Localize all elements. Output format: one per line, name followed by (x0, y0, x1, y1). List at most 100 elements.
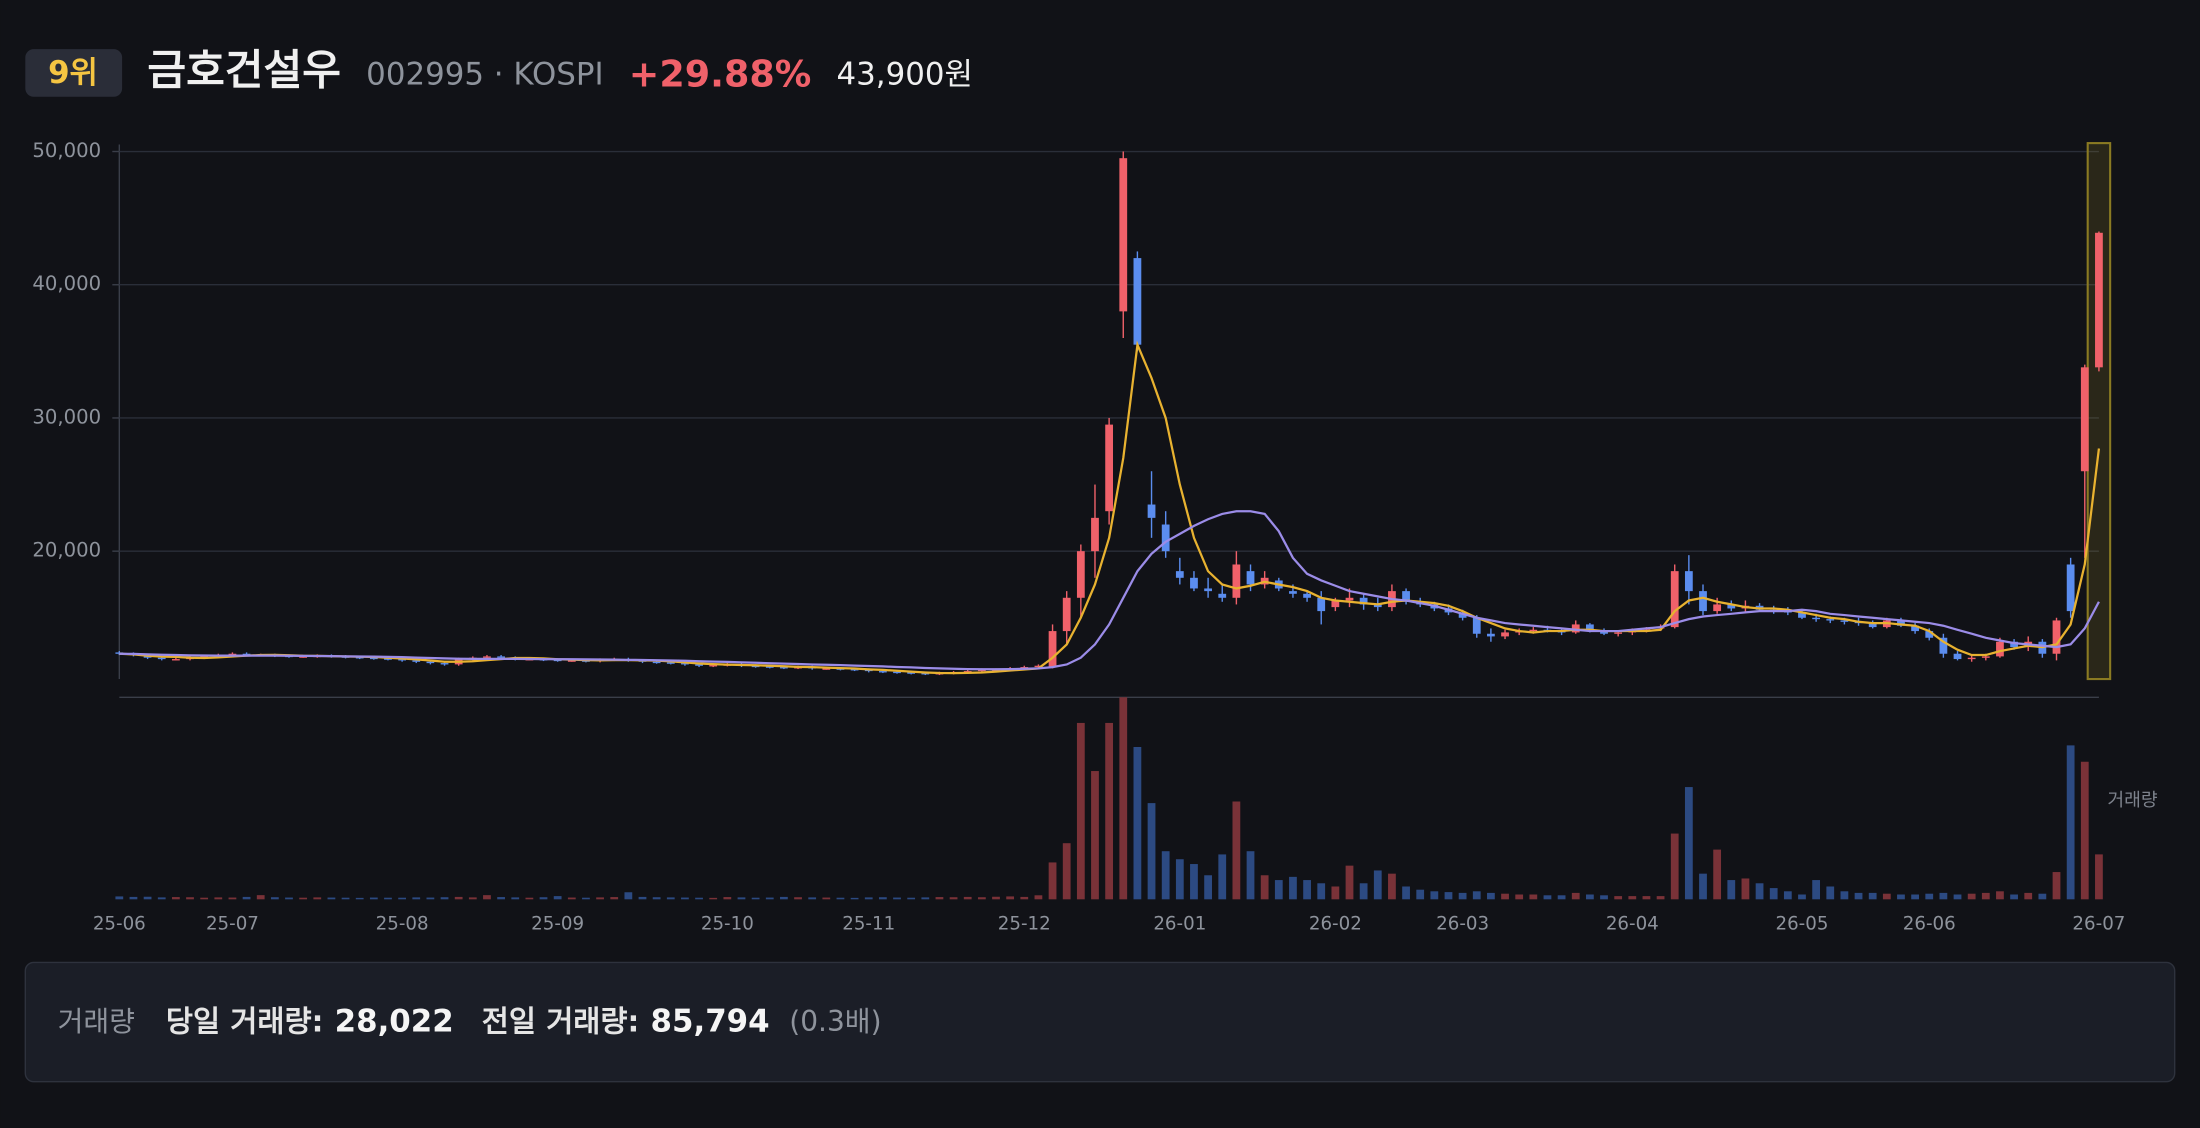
volume-bar (1996, 891, 2004, 900)
candle-body (384, 658, 392, 660)
volume-bar (1543, 895, 1552, 900)
candle-body (1897, 620, 1905, 626)
volume-bar (1218, 854, 1227, 900)
volume-bar (454, 896, 463, 900)
volume-bar (171, 897, 180, 900)
candle-body (242, 653, 251, 656)
volume-bar (256, 895, 265, 900)
volume-bar (1571, 892, 1580, 900)
x-tick-label: 25-07 (206, 914, 259, 935)
candle-body (1487, 633, 1495, 637)
x-tick-label: 25-06 (93, 914, 146, 935)
volume-bar (2095, 854, 2103, 900)
candle-body (1218, 593, 1227, 598)
volume-bar (497, 897, 505, 900)
candle-body (2052, 620, 2061, 654)
volume-bar (1713, 849, 1722, 900)
candle-body (1585, 624, 1594, 632)
candle-body (1373, 604, 1382, 608)
volume-bar (1472, 891, 1481, 900)
volume-bar (1373, 870, 1382, 900)
rank-badge (25, 49, 123, 97)
candle-body (426, 661, 435, 664)
volume-bar (2066, 745, 2075, 900)
volume-bar (610, 897, 619, 900)
candle-body (977, 669, 986, 672)
volume-bar (907, 897, 916, 900)
volume-bar (1062, 843, 1071, 900)
candle-body (2080, 367, 2089, 472)
volume-bar (553, 896, 562, 900)
candle-body (1246, 571, 1255, 585)
volume-bar (1783, 891, 1792, 900)
stock-name: 금호건설우 (147, 45, 341, 94)
volume-bar (1105, 722, 1114, 900)
volume-bar (1741, 878, 1750, 900)
x-tick-label: 26-07 (2072, 914, 2125, 935)
volume-bar (794, 897, 802, 900)
candle-body (1062, 597, 1071, 632)
volume-bar (1953, 894, 1962, 900)
volume-bar (483, 895, 491, 900)
candle-body (1529, 629, 1538, 632)
x-tick-label: 26-01 (1153, 914, 1206, 935)
volume-bar (1699, 873, 1707, 900)
candle-body (1289, 591, 1297, 594)
volume-bar (242, 896, 251, 900)
volume-bar (1048, 862, 1057, 900)
volume-bar (214, 897, 223, 900)
x-tick-label: 26-02 (1309, 914, 1362, 935)
candle-body (1133, 258, 1142, 345)
candle-body (992, 669, 1000, 672)
candle-body (1317, 597, 1326, 612)
volume-bar (2080, 761, 2089, 900)
volume-bar (1501, 893, 1509, 900)
volume-bar (1345, 865, 1354, 900)
volume-bar (1812, 880, 1821, 900)
candle-body (1076, 551, 1085, 598)
candle-body (751, 665, 760, 668)
volume-bar (398, 897, 407, 900)
volume-bar (963, 896, 972, 900)
candle-body (1147, 504, 1156, 518)
candle-body (1232, 564, 1241, 598)
candle-body (893, 671, 901, 674)
y-tick-label: 20,000 (32, 539, 101, 562)
volume-bar (1487, 892, 1495, 900)
volume-bar (1670, 833, 1679, 900)
volume-bar (864, 897, 873, 900)
candle-body (299, 656, 308, 658)
volume-bar (1161, 851, 1170, 900)
volume-bar (1911, 894, 1919, 900)
volume-axis-label: 거래량 (2107, 790, 2158, 811)
candle-body (1840, 620, 1849, 622)
volume-bar (1585, 894, 1594, 900)
volume-bar (200, 897, 209, 900)
volume-bar (1755, 883, 1764, 900)
volume-bar (1684, 787, 1693, 900)
volume-bar (1147, 803, 1156, 900)
rank: 9위 (48, 55, 98, 91)
volume-bar (440, 897, 449, 900)
volume-bar (1656, 896, 1665, 900)
candle-body (1119, 158, 1128, 312)
volume-bar (539, 897, 548, 900)
candle-body (822, 668, 831, 670)
volume-bar (1458, 892, 1467, 900)
volume-bar (695, 897, 703, 900)
candle-body (1458, 612, 1467, 618)
volume-bar (384, 897, 392, 900)
chart: 20,000 30,000 40,000 50,000 25-06 25-07 25-08 2… (32, 139, 2157, 935)
volume-bar (1727, 880, 1736, 900)
volume-bar (666, 897, 675, 900)
volume-bar (1939, 892, 1948, 900)
candle-body (228, 653, 237, 656)
candle-body (1684, 571, 1693, 592)
volume-bar (921, 897, 930, 900)
volume-bar (1430, 891, 1439, 900)
candle-body (1614, 632, 1623, 634)
y-tick-label: 40,000 (32, 272, 101, 295)
volume-bar (1967, 893, 1976, 900)
candle-body (1204, 588, 1212, 592)
